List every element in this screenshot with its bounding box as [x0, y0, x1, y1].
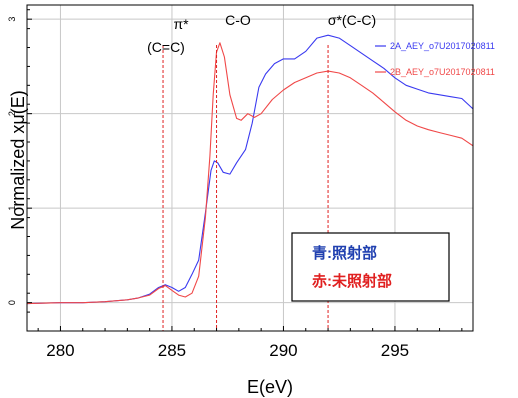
- x-axis-title: E(eV): [247, 377, 293, 397]
- info-red-prefix: 赤: [312, 272, 327, 290]
- y-tick-label: 2: [7, 111, 17, 116]
- x-tick-label: 285: [158, 341, 186, 360]
- x-tick-label: 290: [269, 341, 297, 360]
- annotation-pi-star-bond: (C=C): [147, 39, 185, 55]
- tick-layer: 280 285 290 295 0 1 2 3: [7, 9, 463, 360]
- x-tick-label: 280: [46, 341, 74, 360]
- info-box-frame: [291, 232, 450, 302]
- legend-label-blue: 2A_AEY_o7U2017020811: [390, 41, 495, 51]
- y-axis-title: Normalized xμ(E): [8, 90, 28, 229]
- legend-label-red: 2B_AEY_o7U2017020811: [390, 67, 495, 77]
- y-tick-label: 3: [7, 17, 17, 22]
- info-red-rest: :未照射部: [327, 272, 392, 290]
- series-layer: [26, 34, 474, 305]
- plot-frame: [26, 4, 474, 332]
- series-line-blue: [26, 34, 474, 305]
- info-line-blue: 青:照射部: [312, 244, 377, 262]
- info-line-red: 赤:未照射部: [312, 272, 392, 290]
- annotation-sigma-star: σ*(C-C): [328, 12, 376, 28]
- info-blue-prefix: 青: [312, 244, 327, 262]
- info-box: 青:照射部 赤:未照射部: [291, 232, 450, 302]
- info-blue-rest: :照射部: [327, 244, 377, 262]
- annotation-pi-star: π*: [173, 16, 189, 32]
- annotation-c-o: C-O: [225, 12, 251, 28]
- y-tick-label: 1: [7, 206, 17, 211]
- legend: 2A_AEY_o7U2017020811 2B_AEY_o7U201702081…: [375, 41, 495, 77]
- series-line-red: [26, 42, 474, 305]
- x-tick-label: 295: [381, 341, 409, 360]
- y-tick-label: 0: [7, 300, 17, 305]
- annotation-lines: [162, 45, 329, 331]
